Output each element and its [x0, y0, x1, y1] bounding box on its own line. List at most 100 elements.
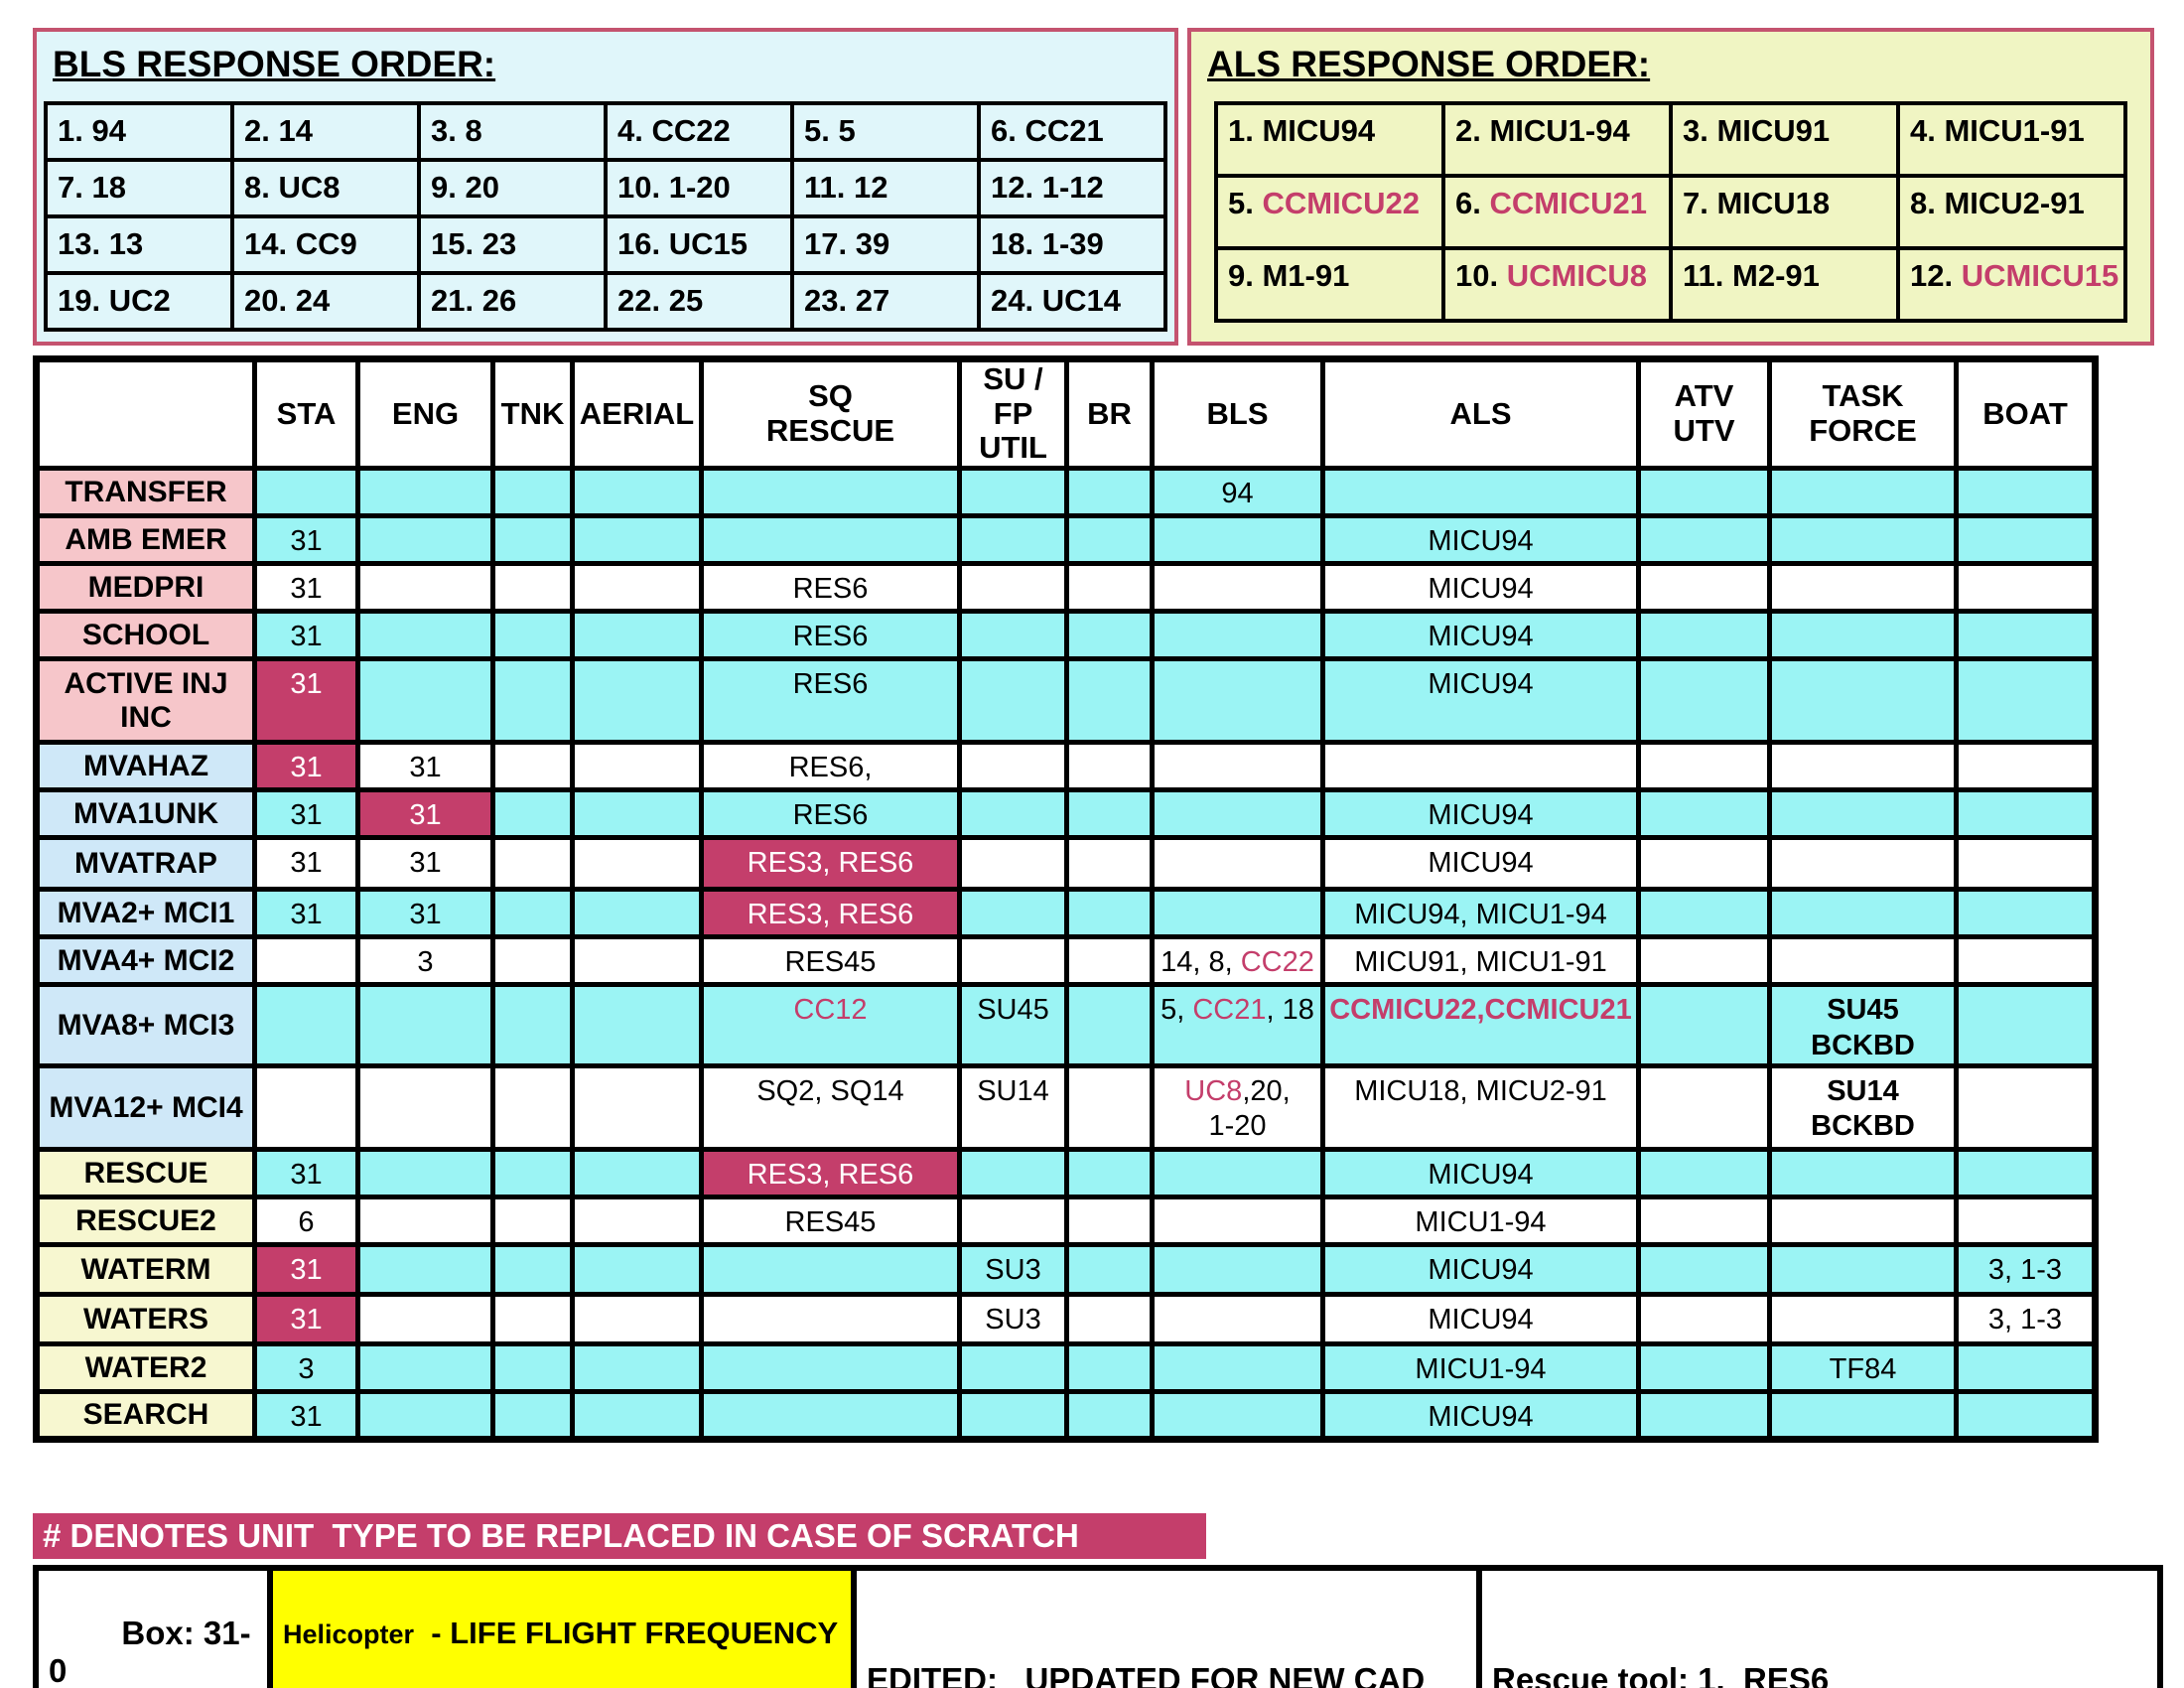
- cell-school-br: [1064, 609, 1155, 662]
- cell-mvahaz-boat: [1954, 740, 2098, 793]
- col-header-eng: ENG: [355, 355, 495, 472]
- cell-rescue2-eng: [355, 1194, 495, 1247]
- cell-rescue-bls: [1150, 1146, 1325, 1199]
- bls-order-item-9: 9. 20: [417, 158, 608, 218]
- cell-mvatrap-atv: [1636, 835, 1772, 893]
- als-order-item-11: 11. M2-91: [1669, 246, 1900, 323]
- bls-order-item-7: 7. 18: [44, 158, 234, 218]
- als-order-item-5: 5. CCMICU22: [1214, 174, 1445, 250]
- cell-mva12-mci4-br: [1064, 1062, 1155, 1152]
- cell-amb-emer-bls: [1150, 513, 1325, 567]
- cell-mva8-mci3-tf: SU45 BCKBD: [1767, 982, 1959, 1068]
- cell-mva12-mci4-aerial: [570, 1062, 704, 1152]
- cell-amb-emer-eng: [355, 513, 495, 567]
- cell-water2-als: MICU1-94: [1320, 1340, 1641, 1394]
- cell-waters-sq: [699, 1291, 962, 1346]
- cell-transfer-su: [957, 466, 1069, 519]
- cell-water2-br: [1064, 1340, 1155, 1394]
- cell-mvatrap-als: MICU94: [1320, 835, 1641, 893]
- cell-mvatrap-aerial: [570, 835, 704, 893]
- cell-waterm-su: SU3: [957, 1241, 1069, 1297]
- cell-medpri-br: [1064, 561, 1155, 615]
- col-header-br: BR: [1064, 355, 1155, 472]
- col-header-bls: BLS: [1150, 355, 1325, 472]
- als-order-item-3: 3. MICU91: [1669, 101, 1900, 178]
- cell-transfer-eng: [355, 466, 495, 519]
- cell-water2-bls: [1150, 1340, 1325, 1394]
- cell-rescue2-tnk: [490, 1194, 575, 1247]
- rescue-tool-line1: Rescue tool: 1. RES6: [1492, 1660, 1830, 1688]
- row-label-mva1unk: MVA1UNK: [34, 787, 257, 841]
- helicopter-frequency-cell: Helicopter - LIFE FLIGHT FREQUENCY PRE-A…: [267, 1565, 857, 1688]
- cell-school-als: MICU94: [1320, 609, 1641, 662]
- cell-mvahaz-tf: [1767, 740, 1959, 793]
- cell-mva2-mci1-sta: 31: [252, 887, 360, 940]
- cell-transfer-atv: [1636, 466, 1772, 519]
- cell-medpri-sq: RES6: [699, 561, 962, 615]
- cell-search-tf: [1767, 1388, 1959, 1442]
- cell-waters-br: [1064, 1291, 1155, 1346]
- cell-transfer-br: [1064, 466, 1155, 519]
- cell-mva2-mci1-aerial: [570, 887, 704, 940]
- cell-mva8-mci3-atv: [1636, 982, 1772, 1068]
- row-label-amb-emer: AMB EMER: [34, 513, 257, 567]
- cell-mva12-mci4-atv: [1636, 1062, 1772, 1152]
- row-label-waters: WATERS: [34, 1291, 257, 1346]
- cell-rescue2-br: [1064, 1194, 1155, 1247]
- cell-mvatrap-bls: [1150, 835, 1325, 893]
- cell-mva4-mci2-bls: 14, 8, CC22: [1150, 934, 1325, 988]
- bls-order-item-20: 20. 24: [230, 271, 421, 332]
- cell-mva4-mci2-boat: [1954, 934, 2098, 988]
- edited-note-cell: EDITED: UPDATED FOR NEW CAD DATE 2/18/25: [851, 1565, 1482, 1688]
- cell-search-aerial: [570, 1388, 704, 1442]
- cell-medpri-su: [957, 561, 1069, 615]
- cell-transfer-tnk: [490, 466, 575, 519]
- bls-order-item-19: 19. UC2: [44, 271, 234, 332]
- cell-rescue2-tf: [1767, 1194, 1959, 1247]
- bls-order-item-4: 4. CC22: [604, 101, 794, 162]
- cell-mvahaz-aerial: [570, 740, 704, 793]
- col-header-tf: TASK FORCE: [1767, 355, 1959, 472]
- cell-waterm-aerial: [570, 1241, 704, 1297]
- cell-waterm-tf: [1767, 1241, 1959, 1297]
- cell-mva2-mci1-tf: [1767, 887, 1959, 940]
- cell-mva4-mci2-atv: [1636, 934, 1772, 988]
- cell-search-boat: [1954, 1388, 2098, 1442]
- cell-mvatrap-sq: RES3, RES6: [699, 835, 962, 893]
- bls-order-item-21: 21. 26: [417, 271, 608, 332]
- cell-amb-emer-sq: [699, 513, 962, 567]
- cell-mva2-mci1-boat: [1954, 887, 2098, 940]
- cell-search-bls: [1150, 1388, 1325, 1442]
- bls-order-item-14: 14. CC9: [230, 214, 421, 275]
- cell-mva1unk-aerial: [570, 787, 704, 841]
- cell-mva8-mci3-als: CCMICU22,CCMICU21: [1320, 982, 1641, 1068]
- row-label-transfer: TRANSFER: [34, 466, 257, 519]
- row-label-mva8-mci3: MVA8+ MCI3: [34, 982, 257, 1068]
- cell-active-inj-inc-tf: [1767, 656, 1959, 746]
- cell-transfer-sq: [699, 466, 962, 519]
- als-order-item-10: 10. UCMICU8: [1441, 246, 1673, 323]
- box-number-cell: Box: 31-0: [33, 1565, 273, 1688]
- col-header-sta: STA: [252, 355, 360, 472]
- cell-medpri-als: MICU94: [1320, 561, 1641, 615]
- cell-mva1unk-sta: 31: [252, 787, 360, 841]
- bls-order-item-15: 15. 23: [417, 214, 608, 275]
- cell-mvatrap-eng: 31: [355, 835, 495, 893]
- cell-active-inj-inc-su: [957, 656, 1069, 746]
- row-label-mvahaz: MVAHAZ: [34, 740, 257, 793]
- cell-mva1unk-su: [957, 787, 1069, 841]
- row-label-search: SEARCH: [34, 1388, 257, 1442]
- cell-mva1unk-br: [1064, 787, 1155, 841]
- bls-order-item-11: 11. 12: [790, 158, 981, 218]
- row-label-water2: WATER2: [34, 1340, 257, 1394]
- cell-mva1unk-boat: [1954, 787, 2098, 841]
- als-response-order-box: ALS RESPONSE ORDER: 1. MICU94 2. MICU1-94…: [1187, 28, 2154, 346]
- cell-rescue-aerial: [570, 1146, 704, 1199]
- cell-mva4-mci2-sta: [252, 934, 360, 988]
- cell-waters-tf: [1767, 1291, 1959, 1346]
- cell-rescue2-aerial: [570, 1194, 704, 1247]
- cell-medpri-bls: [1150, 561, 1325, 615]
- bls-order-item-3: 3. 8: [417, 101, 608, 162]
- cell-school-eng: [355, 609, 495, 662]
- cell-rescue2-atv: [1636, 1194, 1772, 1247]
